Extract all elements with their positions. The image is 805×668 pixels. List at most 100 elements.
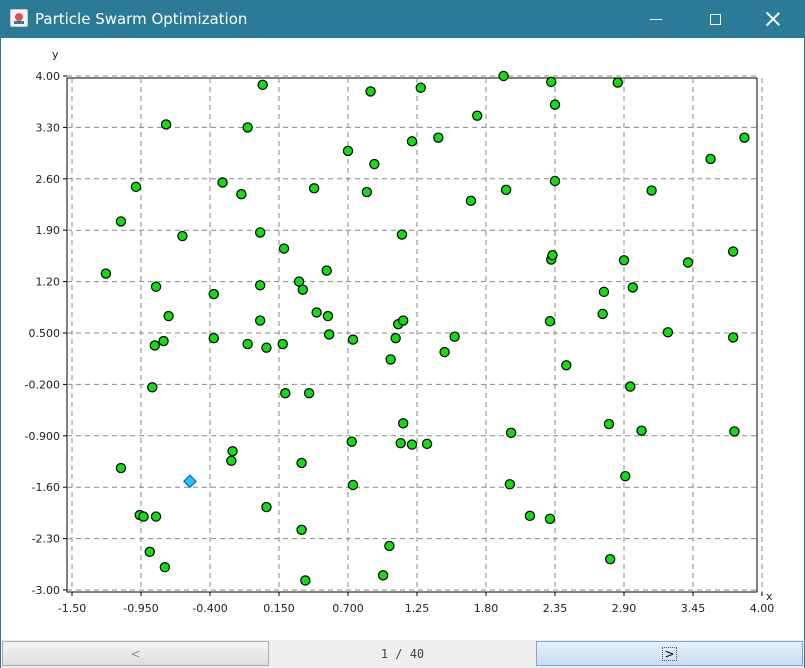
particle-point bbox=[159, 562, 171, 573]
previous-button[interactable]: < bbox=[2, 641, 269, 666]
x-tick-label: 1.25 bbox=[405, 602, 430, 615]
maximize-button[interactable] bbox=[692, 0, 738, 38]
x-tick-label: 2.90 bbox=[612, 602, 637, 615]
x-tick-label: 1.80 bbox=[474, 602, 499, 615]
particle-point bbox=[705, 153, 716, 165]
particle-point bbox=[398, 315, 409, 326]
y-tick-label: -1.60 bbox=[32, 481, 60, 494]
minimize-button[interactable] bbox=[633, 0, 679, 38]
particle-point bbox=[144, 546, 155, 558]
particle-point bbox=[242, 122, 253, 133]
scatter-plot: -1.50 -0.950 -0.400 0.150 0.700 1.25 1.80 2.35 2… bbox=[25, 48, 775, 615]
particle-point bbox=[296, 524, 307, 535]
close-icon bbox=[766, 12, 780, 26]
particle-point bbox=[398, 418, 409, 429]
particle-point bbox=[138, 511, 149, 522]
particle-point bbox=[163, 310, 174, 322]
particle-point bbox=[618, 255, 630, 266]
particle-point bbox=[177, 230, 188, 242]
particle-point bbox=[449, 331, 460, 342]
navigation-bar: < 1 / 40 > bbox=[1, 640, 804, 668]
particle-point bbox=[739, 132, 750, 143]
particle-point bbox=[504, 479, 516, 490]
particle-point bbox=[500, 184, 512, 196]
particle-point bbox=[406, 136, 418, 147]
particle-point bbox=[303, 388, 315, 399]
particle-point bbox=[254, 315, 266, 326]
particle-point bbox=[217, 177, 228, 188]
particle-point bbox=[208, 332, 219, 344]
particle-point bbox=[115, 216, 127, 227]
particle-point bbox=[549, 175, 561, 187]
particle-point bbox=[682, 257, 694, 268]
particle-point bbox=[322, 310, 334, 322]
particle-point bbox=[627, 282, 638, 293]
particle-point bbox=[347, 479, 359, 491]
particle-point bbox=[433, 132, 444, 143]
particle-point bbox=[236, 189, 247, 200]
particle-point bbox=[544, 513, 556, 524]
x-tick-label: 2.35 bbox=[543, 602, 568, 615]
minimize-icon bbox=[650, 18, 662, 20]
particle-point bbox=[498, 70, 509, 82]
particle-point bbox=[254, 227, 266, 238]
particle-point bbox=[547, 249, 558, 261]
particle-point bbox=[505, 427, 517, 439]
particle-point bbox=[625, 381, 636, 392]
window-title: Particle Swarm Optimization bbox=[35, 10, 248, 28]
x-tick-label: -0.400 bbox=[192, 602, 227, 615]
particle-point bbox=[636, 425, 647, 436]
particle-point bbox=[597, 308, 608, 320]
particle-point bbox=[727, 332, 739, 343]
y-tick-label: 3.30 bbox=[36, 121, 61, 134]
particle-point bbox=[257, 79, 268, 91]
particle-point bbox=[308, 183, 320, 194]
y-axis-label: y bbox=[52, 48, 59, 61]
particle-point bbox=[377, 570, 389, 581]
maximize-icon bbox=[709, 13, 721, 25]
particle-point bbox=[277, 338, 288, 350]
particle-point bbox=[603, 418, 615, 430]
particle-point bbox=[254, 280, 266, 291]
particle-point bbox=[208, 288, 219, 300]
particle-point bbox=[406, 439, 418, 450]
particle-point bbox=[150, 511, 162, 522]
x-tick-label: 0.150 bbox=[263, 602, 295, 615]
particle-point bbox=[278, 243, 290, 254]
particle-point bbox=[395, 437, 406, 449]
particle-point bbox=[646, 185, 657, 196]
particle-point bbox=[311, 307, 322, 318]
particle-point bbox=[727, 246, 739, 257]
particle-point bbox=[729, 426, 740, 437]
particle-point bbox=[662, 327, 674, 338]
particle-point bbox=[384, 540, 395, 552]
particle-point bbox=[130, 181, 142, 193]
particle-point bbox=[439, 346, 450, 358]
particle-point bbox=[323, 329, 335, 340]
close-button[interactable] bbox=[750, 0, 796, 38]
particle-point bbox=[544, 316, 556, 327]
particle-point bbox=[524, 510, 536, 522]
particle-point bbox=[361, 186, 373, 198]
y-tick-label: -0.200 bbox=[25, 378, 60, 391]
x-tick-label: -0.950 bbox=[123, 602, 158, 615]
particle-point bbox=[261, 342, 272, 353]
y-tick-label: -3.00 bbox=[32, 584, 60, 597]
particle-point bbox=[346, 436, 357, 447]
particle-point bbox=[242, 338, 253, 350]
x-tick-label: 0.700 bbox=[332, 602, 364, 615]
y-tick-label: 4.00 bbox=[36, 70, 61, 83]
y-tick-label: -0.900 bbox=[25, 430, 60, 443]
particle-point bbox=[549, 99, 561, 110]
y-tick-label: 1.90 bbox=[36, 224, 61, 237]
particle-point bbox=[150, 281, 162, 292]
particle-point bbox=[100, 268, 112, 279]
x-axis-label: x bbox=[766, 590, 773, 603]
y-tick-label: -2.30 bbox=[32, 533, 60, 546]
particle-point bbox=[342, 145, 354, 157]
next-button[interactable]: > bbox=[536, 641, 803, 666]
particle-point bbox=[160, 119, 172, 130]
x-tick-label: 3.45 bbox=[681, 602, 706, 615]
plot-area bbox=[66, 77, 758, 593]
particle-point bbox=[227, 446, 238, 457]
